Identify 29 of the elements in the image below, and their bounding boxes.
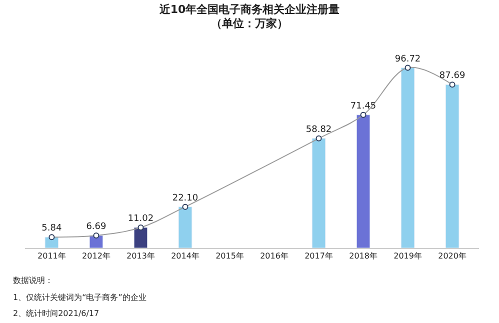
bar xyxy=(134,227,148,248)
bar xyxy=(356,114,370,248)
x-tick-label: 2012年 xyxy=(82,252,110,261)
data-label: 22.10 xyxy=(172,193,198,204)
x-tick-label: 2017年 xyxy=(304,252,333,261)
x-tick-label: 2014年 xyxy=(171,252,200,261)
data-label: 58.82 xyxy=(306,125,332,136)
text: 2、统计时间2021/6/17 xyxy=(13,309,100,318)
data-label: 96.72 xyxy=(394,54,421,64)
data-label: 11.02 xyxy=(128,214,154,224)
x-tick-label: 2013年 xyxy=(126,252,155,261)
data-label: 87.69 xyxy=(439,71,466,82)
x-tick-label: 2011年 xyxy=(38,252,66,261)
bar xyxy=(178,206,192,248)
x-tick-label: 2016年 xyxy=(260,252,288,261)
x-tick-label: 2018年 xyxy=(349,252,378,261)
text: 数据说明： xyxy=(13,276,53,285)
x-tick-label: 2020年 xyxy=(438,252,466,261)
data-label: 71.45 xyxy=(350,101,376,112)
bar xyxy=(400,68,415,248)
chart-subtitle: （单位：万家） xyxy=(211,17,288,30)
chart-title: 近10年全国电子商务相关企业注册量 xyxy=(158,2,340,16)
bar xyxy=(445,84,460,248)
text: 1、仅统计关键词为“电子商务”的企业 xyxy=(13,293,146,302)
data-label: 5.84 xyxy=(42,224,62,234)
x-tick-label: 2019年 xyxy=(394,252,422,261)
bar xyxy=(312,138,326,248)
x-tick-label: 2015年 xyxy=(216,252,244,261)
data-label: 6.69 xyxy=(86,222,107,232)
